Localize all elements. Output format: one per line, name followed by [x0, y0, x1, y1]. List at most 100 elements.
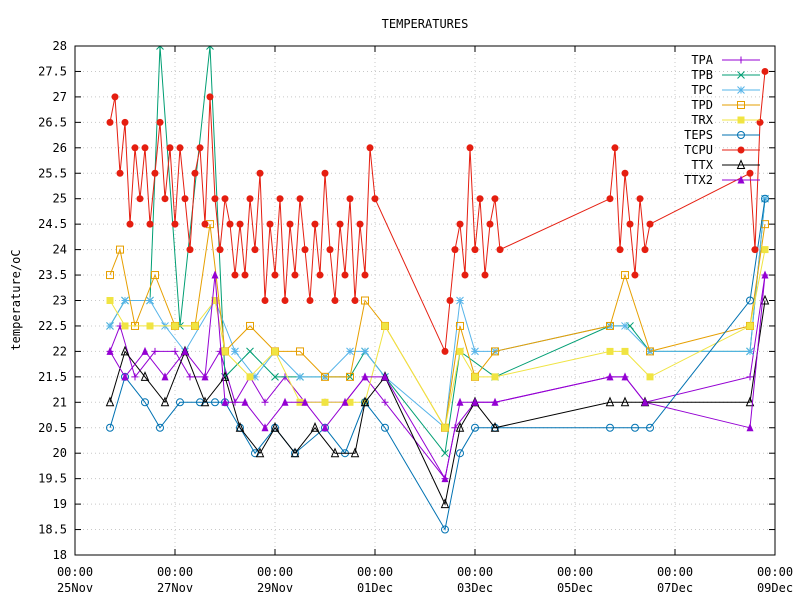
- x-tick-time-label: 00:00: [257, 565, 293, 579]
- legend-item-ttx: TTX: [691, 158, 760, 172]
- series-line: [109, 224, 766, 430]
- data-point: [281, 397, 289, 406]
- data-point: [310, 422, 320, 432]
- data-point: [456, 449, 464, 458]
- data-point: [486, 220, 494, 228]
- data-point: [760, 294, 770, 305]
- data-point: [455, 422, 465, 432]
- y-tick-label: 24.5: [38, 217, 67, 231]
- y-tick-label: 22.5: [38, 319, 67, 333]
- data-point: [737, 131, 745, 139]
- data-point: [631, 423, 639, 432]
- data-point: [201, 220, 209, 228]
- data-point: [441, 347, 449, 355]
- data-point: [620, 396, 630, 407]
- data-point: [296, 195, 304, 203]
- legend-label: TRX: [691, 113, 713, 127]
- data-point: [746, 347, 754, 356]
- data-point: [266, 220, 274, 228]
- data-point: [736, 159, 746, 169]
- x-tick-date-label: 03Dec: [457, 581, 493, 595]
- data-point: [235, 422, 245, 432]
- data-point: [211, 398, 219, 407]
- data-point: [151, 271, 159, 280]
- data-point: [211, 297, 219, 304]
- data-point: [206, 46, 214, 50]
- y-tick-label: 24: [53, 243, 67, 257]
- data-point: [441, 424, 449, 432]
- data-point: [176, 144, 184, 152]
- data-point: [126, 220, 134, 228]
- data-point: [255, 447, 265, 458]
- data-point: [321, 398, 329, 406]
- data-point: [606, 195, 614, 203]
- data-point: [346, 195, 354, 203]
- x-tick-date-label: 05Dec: [557, 581, 593, 595]
- data-point: [221, 347, 229, 355]
- x-tick-date-label: 25Nov: [57, 581, 93, 595]
- y-tick-label: 23: [53, 294, 67, 308]
- data-point: [606, 347, 614, 355]
- data-point: [481, 271, 489, 279]
- data-point: [490, 422, 500, 432]
- data-point: [346, 398, 354, 406]
- data-point: [631, 271, 639, 279]
- data-point: [361, 347, 369, 356]
- data-point: [131, 144, 139, 152]
- data-point: [621, 271, 629, 280]
- data-point: [281, 297, 289, 304]
- data-point: [206, 93, 214, 101]
- y-tick-label: 21: [53, 395, 67, 409]
- x-tick-time-label: 00:00: [757, 565, 793, 579]
- data-point: [211, 270, 219, 279]
- data-point: [186, 373, 194, 381]
- series-ttx: [105, 294, 770, 509]
- data-point: [231, 347, 239, 356]
- x-tick-date-label: 29Nov: [257, 581, 293, 595]
- y-tick-label: 23.5: [38, 268, 67, 282]
- data-point: [621, 347, 629, 355]
- data-point: [141, 144, 149, 152]
- data-point: [441, 449, 449, 458]
- axes: 18 18.5 19 19.5 20 20.5 21 21.5 22 22.5 23 23.5 24 24…: [38, 39, 793, 595]
- data-point: [111, 93, 119, 101]
- data-point: [341, 397, 349, 406]
- data-point: [626, 220, 634, 228]
- data-point: [616, 246, 624, 254]
- legend-label: TCPU: [684, 143, 713, 157]
- data-point: [316, 271, 324, 279]
- data-point: [461, 271, 469, 279]
- data-point: [236, 220, 244, 228]
- series-tcpu: [106, 67, 769, 355]
- data-point: [201, 372, 209, 381]
- data-point: [141, 398, 149, 407]
- data-point: [621, 169, 629, 177]
- data-point: [761, 194, 769, 203]
- data-point: [606, 423, 614, 432]
- data-point: [120, 345, 130, 356]
- data-point: [291, 271, 299, 279]
- data-point: [106, 297, 114, 304]
- data-point: [330, 447, 340, 458]
- series-trx: [106, 246, 769, 432]
- data-point: [381, 423, 389, 432]
- data-point: [146, 322, 154, 330]
- data-point: [306, 297, 314, 304]
- data-point: [271, 347, 279, 355]
- data-point: [166, 144, 174, 152]
- data-point: [737, 101, 745, 109]
- legend-item-tcpu: TCPU: [684, 143, 760, 157]
- data-point: [156, 46, 164, 50]
- data-point: [471, 373, 479, 381]
- data-point: [106, 423, 114, 432]
- x-tick-time-label: 00:00: [657, 565, 693, 579]
- x-tick-time-label: 00:00: [357, 565, 393, 579]
- data-point: [321, 423, 329, 432]
- data-point: [456, 296, 464, 305]
- data-point: [231, 271, 239, 279]
- data-point: [360, 396, 370, 407]
- data-point: [276, 195, 284, 203]
- data-point: [116, 169, 124, 177]
- data-point: [261, 423, 269, 432]
- data-point: [646, 373, 654, 381]
